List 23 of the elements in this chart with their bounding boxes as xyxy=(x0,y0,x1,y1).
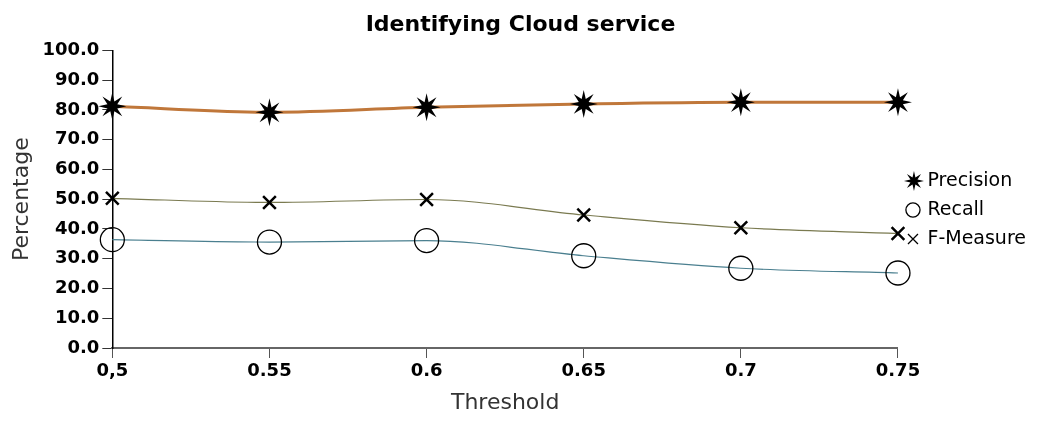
x-axis-title: Threshold xyxy=(449,388,560,414)
legend-label: F-Measure xyxy=(927,225,1027,248)
y-tick-label: 90.0 xyxy=(54,67,100,89)
y-tick-label: 60.0 xyxy=(54,157,100,179)
y-tick-label: 30.0 xyxy=(54,246,100,268)
legend-label: Recall xyxy=(927,196,985,219)
x-tick-label: 0.75 xyxy=(875,359,921,381)
y-tick-label: 10.0 xyxy=(54,305,100,327)
y-tick-label: 70.0 xyxy=(54,127,100,149)
y-tick-label: 100.0 xyxy=(42,38,100,60)
x-tick-label: 0.6 xyxy=(410,359,443,381)
y-tick-label: 80.0 xyxy=(54,97,100,119)
y-axis-title: Percentage xyxy=(7,137,33,262)
legend-label: Precision xyxy=(927,167,1013,190)
y-tick-label: 40.0 xyxy=(54,216,100,238)
y-tick-label: 20.0 xyxy=(54,276,100,298)
chart-title: Identifying Cloud service xyxy=(365,10,676,36)
y-tick-label: 0.0 xyxy=(67,335,100,357)
x-tick-label: 0,5 xyxy=(96,359,129,381)
x-tick-label: 0.55 xyxy=(247,359,292,381)
x-tick-label: 0.65 xyxy=(561,359,606,381)
y-tick-label: 50.0 xyxy=(54,186,100,208)
x-tick-label: 0.7 xyxy=(724,359,757,381)
